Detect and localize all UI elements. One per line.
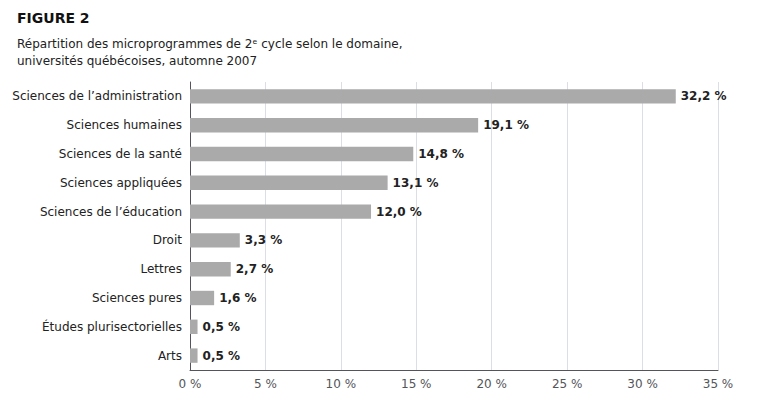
svg-text:Études plurisectorielles: Études plurisectorielles bbox=[42, 319, 182, 334]
svg-text:20 %: 20 % bbox=[476, 377, 507, 391]
svg-text:19,1 %: 19,1 % bbox=[483, 118, 529, 132]
svg-text:universités québécoises, autom: universités québécoises, automne 2007 bbox=[17, 54, 257, 68]
svg-text:3,3 %: 3,3 % bbox=[245, 233, 282, 247]
svg-text:35 %: 35 % bbox=[703, 377, 734, 391]
svg-text:0,5 %: 0,5 % bbox=[203, 349, 240, 363]
svg-text:0 %: 0 % bbox=[179, 377, 202, 391]
svg-text:Sciences de la santé: Sciences de la santé bbox=[59, 147, 182, 161]
svg-text:10 %: 10 % bbox=[326, 377, 357, 391]
svg-text:12,0 %: 12,0 % bbox=[376, 205, 422, 219]
svg-text:5 %: 5 % bbox=[254, 377, 277, 391]
svg-text:FIGURE 2: FIGURE 2 bbox=[17, 10, 90, 26]
svg-text:Sciences de l’administration: Sciences de l’administration bbox=[12, 89, 182, 103]
svg-text:Sciences appliquées: Sciences appliquées bbox=[60, 176, 182, 190]
svg-text:Lettres: Lettres bbox=[140, 262, 182, 276]
svg-text:Droit: Droit bbox=[153, 233, 183, 247]
svg-text:Sciences humaines: Sciences humaines bbox=[67, 118, 182, 132]
svg-text:0,5 %: 0,5 % bbox=[203, 320, 240, 334]
svg-text:25 %: 25 % bbox=[552, 377, 583, 391]
svg-text:14,8 %: 14,8 % bbox=[418, 147, 464, 161]
svg-text:30 %: 30 % bbox=[627, 377, 658, 391]
svg-text:1,6 %: 1,6 % bbox=[219, 291, 256, 305]
svg-text:2,7 %: 2,7 % bbox=[236, 262, 273, 276]
svg-text:15 %: 15 % bbox=[401, 377, 432, 391]
svg-text:Sciences de l’éducation: Sciences de l’éducation bbox=[40, 205, 182, 219]
svg-text:13,1 %: 13,1 % bbox=[393, 176, 439, 190]
svg-text:32,2 %: 32,2 % bbox=[681, 89, 727, 103]
svg-text:Répartition des microprogramme: Répartition des microprogrammes de 2ᵉ cy… bbox=[17, 37, 402, 51]
svg-text:Arts: Arts bbox=[158, 349, 182, 363]
svg-text:Sciences pures: Sciences pures bbox=[92, 291, 182, 305]
